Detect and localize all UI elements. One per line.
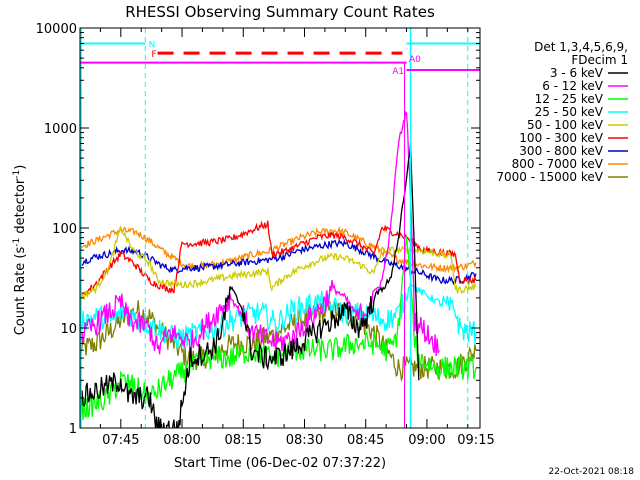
x-tick-label: 09:15 (457, 433, 494, 448)
legend-entry-label: 100 - 300 keV (519, 131, 603, 145)
x-tick-label: 08:30 (286, 433, 323, 448)
flag-label-a1: A1 (392, 67, 404, 77)
legend-entry-label: 50 - 100 keV (527, 118, 604, 132)
flag-label-n: N (149, 40, 156, 50)
legend-entry-label: 800 - 7000 keV (512, 157, 604, 171)
plot-area: NF A1 A0 1 10 100 1000 10000 07:45 08:00 08:15 08:3… (36, 22, 495, 448)
y-axis-label: Count Rate (s-1 detector-1) (12, 165, 28, 336)
x-tick-label: 08:45 (347, 433, 384, 448)
x-tick-label: 09:00 (408, 433, 445, 448)
legend-entry-label: 12 - 25 keV (535, 92, 604, 106)
legend-header: Det 1,3,4,5,6,9, (534, 40, 628, 54)
x-axis-label: Start Time (06-Dec-02 07:37:22) (174, 456, 386, 471)
legend-header: FDecim 1 (571, 53, 628, 67)
chart-title: RHESSI Observing Summary Count Rates (125, 3, 435, 21)
y-tick-label: 1000 (44, 122, 77, 137)
series-line-3-6-kev (80, 142, 420, 428)
y-axis-label-main: Count Rate (s (13, 247, 28, 336)
series-line-6-12-kev (80, 110, 440, 357)
y-tick-label: 10000 (36, 22, 77, 37)
legend-entry-label: 3 - 6 keV (550, 66, 604, 80)
legend-entry-label: 300 - 800 keV (519, 144, 603, 158)
legend-entry-label: 7000 - 15000 keV (496, 170, 603, 184)
y-tick-label: 10 (60, 322, 77, 337)
y-axis-label-sup2: -1 (12, 170, 22, 179)
y-tick-label: 100 (52, 222, 77, 237)
y-axis-label-sup1: -1 (12, 238, 22, 247)
y-axis-label-mid: detector (13, 178, 28, 238)
x-tick-label: 08:00 (163, 433, 200, 448)
x-tick-label: 08:15 (225, 433, 262, 448)
y-tick-label: 1 (69, 422, 77, 437)
y-axis-label-end: ) (13, 165, 28, 170)
legend-entry-label: 25 - 50 keV (535, 105, 604, 119)
footer-timestamp: 22-Oct-2021 08:18 (549, 467, 635, 477)
x-tick-label: 07:45 (102, 433, 139, 448)
legend-entry-label: 6 - 12 keV (542, 79, 604, 93)
flag-label-f: F (151, 50, 156, 60)
flag-label-a0: A0 (409, 55, 421, 65)
